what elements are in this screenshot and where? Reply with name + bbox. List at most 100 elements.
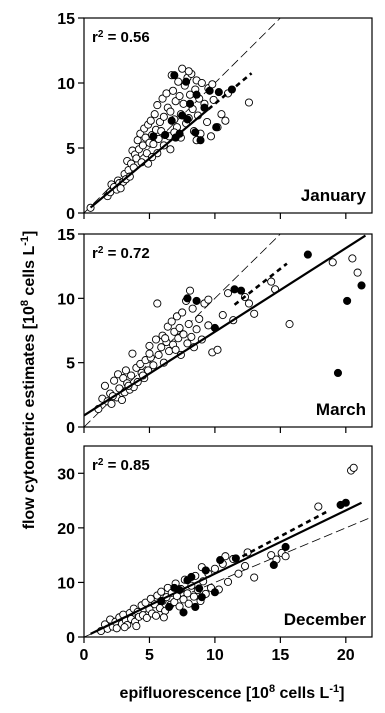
data-point-open: [159, 613, 168, 622]
data-point-open: [195, 314, 204, 323]
data-point-open: [250, 573, 259, 582]
y-tick-label: 15: [57, 227, 75, 244]
data-point-open: [149, 361, 158, 370]
data-point-open: [153, 101, 162, 110]
data-point-open: [281, 552, 290, 561]
data-point-open: [128, 349, 137, 358]
regression-line-dashed: [207, 72, 253, 111]
plot-area: [84, 463, 372, 637]
r2-label: r2 = 0.85: [92, 457, 150, 475]
data-point-filled: [183, 115, 192, 124]
data-point-filled: [161, 130, 170, 140]
data-point-open: [204, 295, 213, 304]
data-point-open: [184, 599, 193, 608]
plot-frame: [83, 233, 373, 428]
data-point-open: [167, 317, 176, 326]
regression-line: [84, 234, 367, 417]
data-point-open: [348, 254, 357, 263]
regression-line: [90, 501, 363, 635]
plot-frame: [83, 445, 373, 638]
data-point-open: [178, 308, 187, 317]
data-point-open: [120, 623, 129, 632]
data-point-open: [157, 587, 166, 596]
data-point-filled: [212, 123, 221, 132]
data-point-open: [188, 304, 197, 313]
plot-area: [84, 234, 367, 427]
data-point-filled: [195, 584, 204, 593]
x-axis-title: epifluorescence [108 cells L-1]: [120, 683, 345, 702]
data-point-filled: [214, 88, 223, 97]
x-tick-label: 20: [337, 647, 355, 664]
data-point-open: [175, 91, 184, 101]
data-point-filled: [357, 281, 366, 290]
data-point-open: [121, 366, 130, 375]
data-point-open: [112, 624, 121, 633]
data-point-open: [179, 595, 188, 604]
data-point-open: [267, 551, 276, 560]
y-tick-label: 0: [66, 630, 75, 647]
regression-line: [89, 108, 210, 209]
x-tick-label: 5: [145, 647, 154, 664]
data-point-open: [154, 350, 163, 359]
data-point-filled: [269, 560, 278, 570]
data-point-open: [159, 112, 168, 121]
data-point-open: [116, 184, 125, 193]
regression-line-dashed: [233, 262, 288, 306]
r2-label: r2 = 0.56: [92, 29, 150, 47]
data-point-open: [187, 332, 196, 341]
data-point-open: [234, 569, 243, 578]
plot-area: [84, 18, 281, 213]
data-point-filled: [196, 136, 205, 145]
data-point-open: [127, 371, 136, 380]
data-point-open: [146, 594, 155, 603]
data-point-filled: [183, 294, 192, 303]
data-point-filled: [191, 602, 200, 612]
y-tick-label: 20: [57, 521, 75, 538]
data-point-open: [110, 376, 119, 385]
data-point-filled: [170, 71, 179, 80]
y-axis-title: flow cytometric estimates [108 cells L-1…: [19, 231, 38, 530]
data-point-filled: [185, 99, 195, 108]
data-point-open: [146, 116, 155, 125]
data-point-filled: [210, 588, 219, 597]
data-point-filled: [165, 602, 174, 612]
data-point-open: [165, 347, 174, 356]
data-point-open: [100, 381, 109, 390]
data-point-open: [328, 258, 337, 267]
y-tick-label: 30: [57, 466, 75, 483]
data-point-open: [314, 502, 323, 511]
data-point-open: [151, 335, 161, 344]
data-point-filled: [341, 498, 350, 507]
data-point-open: [179, 330, 188, 339]
data-point-open: [145, 349, 154, 358]
data-point-open: [221, 116, 230, 125]
data-point-open: [145, 341, 154, 350]
data-point-open: [189, 592, 199, 601]
data-point-open: [244, 299, 253, 308]
panel-january: 0 5 10 15 r2 = 0.56 January: [57, 11, 373, 223]
panel-label-march: March: [316, 400, 366, 419]
data-point-open: [161, 334, 170, 343]
data-point-open: [244, 98, 253, 107]
data-point-open: [183, 339, 192, 348]
data-point-open: [223, 289, 233, 298]
panels-layer: 0 5 10 15 r2 = 0.56 January 0 5 10 15 r2 = 0.72 Mar…: [57, 11, 373, 664]
data-point-open: [250, 309, 259, 318]
panel-label-december: December: [284, 610, 367, 629]
data-point-open: [218, 311, 227, 320]
data-point-open: [174, 77, 183, 86]
data-point-filled: [197, 593, 206, 602]
data-point-open: [151, 611, 161, 620]
data-point-open: [240, 562, 250, 571]
y-tick-label: 5: [66, 141, 75, 158]
data-point-open: [206, 132, 216, 141]
y-tick-label: 5: [66, 356, 75, 373]
data-point-filled: [167, 116, 176, 125]
data-point-open: [149, 140, 158, 149]
data-point-open: [184, 320, 193, 329]
data-point-filled: [205, 86, 214, 95]
data-point-filled: [192, 90, 201, 99]
y-tick-label: 10: [57, 575, 75, 592]
data-point-filled: [343, 296, 352, 305]
